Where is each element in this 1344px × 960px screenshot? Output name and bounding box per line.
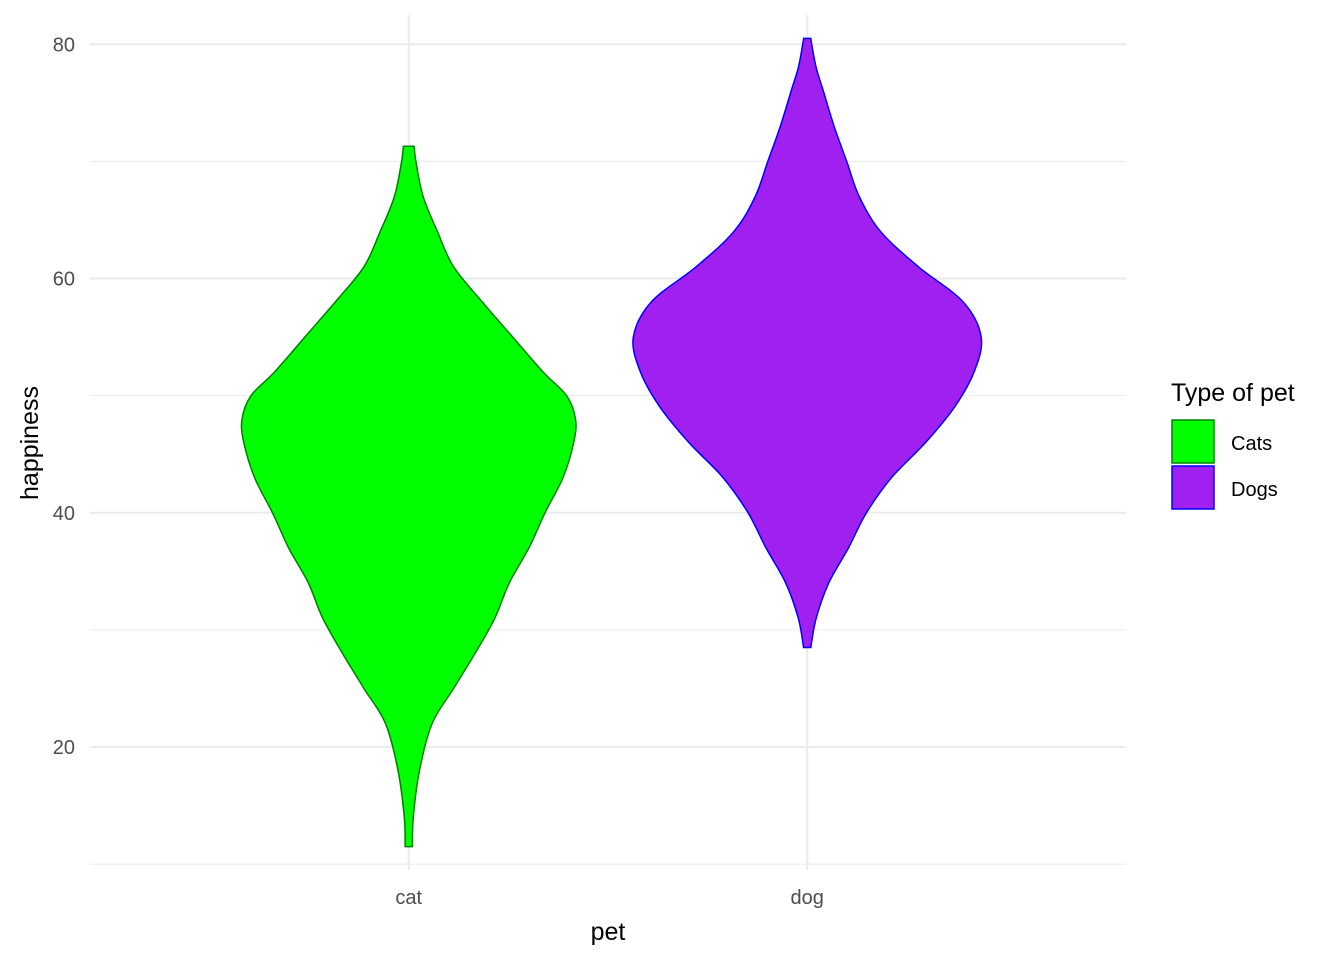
y-axis-title: happiness (16, 386, 44, 500)
x-axis-title: pet (591, 918, 626, 946)
legend-title: Type of pet (1171, 379, 1295, 407)
violin-cat (240, 145, 577, 848)
violin-dog (632, 37, 983, 649)
legend-label-dogs: Dogs (1231, 479, 1278, 501)
x-tick-labels: cat dog (395, 887, 823, 909)
violins (240, 37, 983, 848)
legend-label-cats: Cats (1231, 433, 1272, 455)
y-tick-labels: 20 40 60 80 (53, 34, 75, 759)
x-tick-label-dog: dog (791, 887, 824, 909)
y-tick-label: 40 (53, 503, 75, 525)
x-tick-label-cat: cat (395, 887, 422, 909)
legend-entries: Cats Dogs (1171, 419, 1278, 510)
y-tick-label: 20 (53, 737, 75, 759)
legend: Type of pet Cats Dogs (1171, 379, 1295, 510)
legend-key-cats (1171, 419, 1215, 464)
legend-key-dogs (1171, 465, 1215, 510)
y-tick-label: 80 (53, 34, 75, 56)
y-tick-label: 60 (53, 269, 75, 291)
